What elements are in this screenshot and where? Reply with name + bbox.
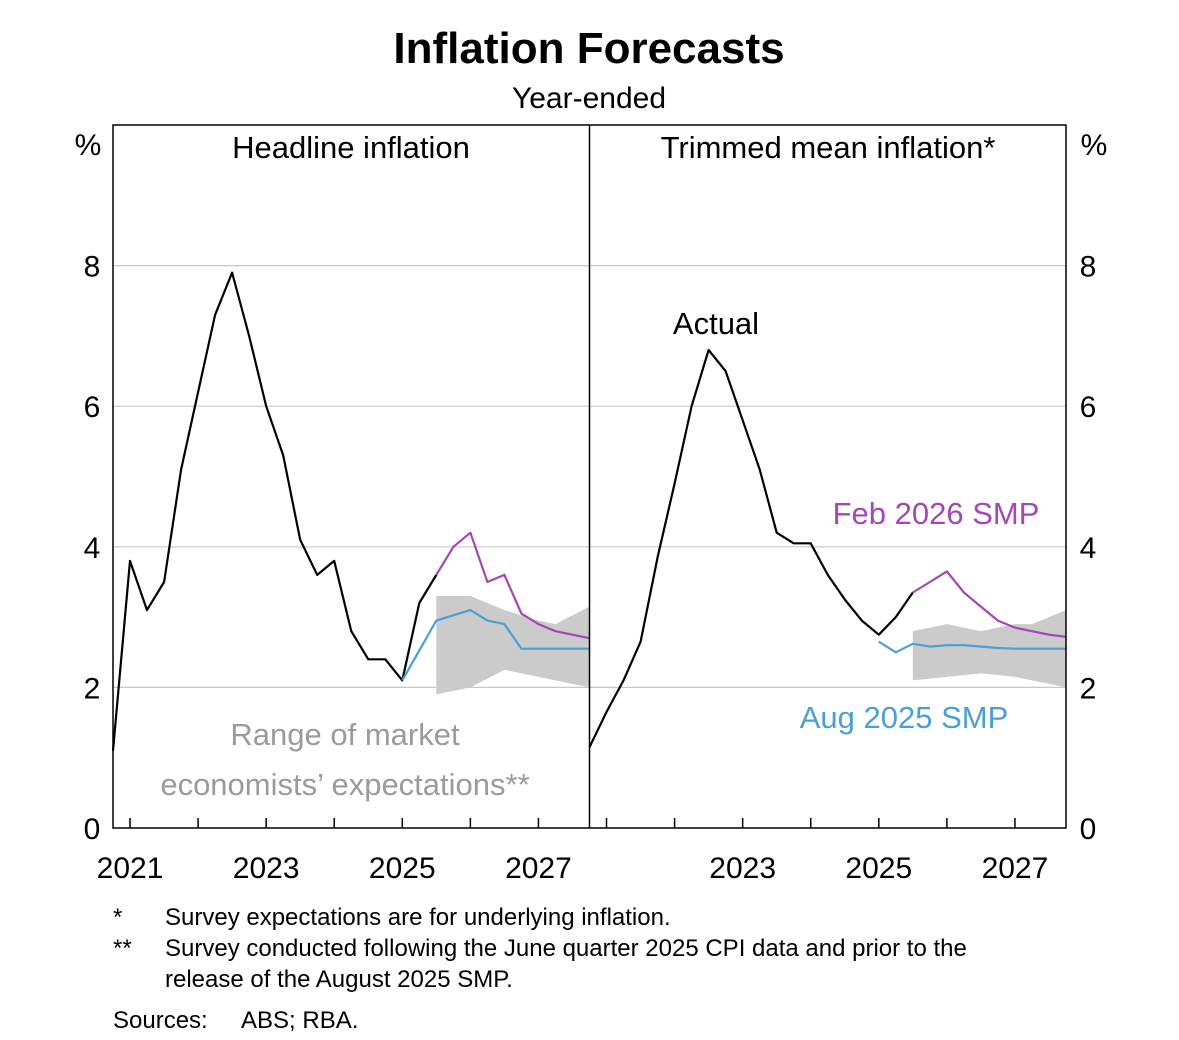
- series-line-trimmed-aug-2025-smp: [878, 640, 1066, 654]
- chart-subtitle: Year-ended: [512, 82, 666, 115]
- footnote-1: * Survey expectations are for underlying…: [113, 902, 1035, 933]
- y-tick-label-left-2: 2: [84, 672, 101, 705]
- axis-ticks: 0 0 2 2 4 4 6 6 8 8 2021 2023 2025 2027 2023 2025 2027: [84, 251, 1097, 885]
- y-tick-label-right-8: 8: [1080, 251, 1097, 284]
- feb-2026-smp-label: Feb 2026 SMP: [833, 496, 1040, 531]
- panel-title-trimmed: Trimmed mean inflation*: [661, 130, 996, 165]
- inflation-forecasts-chart: Inflation Forecasts Year-ended 0 0 2 2 4 4 6 6 8…: [75, 24, 1108, 885]
- footnote-2-mark: **: [113, 935, 132, 962]
- series-line-headline-aug-2025-smp: [401, 609, 590, 681]
- y-tick-label-right-6: 6: [1080, 391, 1097, 424]
- series-line-trimmed-feb-2026-smp: [912, 570, 1067, 638]
- footnote-1-text: Survey expectations are for underlying i…: [165, 904, 671, 931]
- y-tick-label-right-4: 4: [1080, 532, 1097, 565]
- sources: Sources: ABS; RBA.: [113, 1005, 1035, 1036]
- y-unit-right: %: [1081, 129, 1108, 162]
- range-label-line2: economists’ expectations**: [160, 767, 529, 802]
- y-tick-label-left-8: 8: [84, 251, 101, 284]
- footnote-2-text: Survey conducted following the June quar…: [165, 935, 967, 993]
- sources-label: Sources:: [113, 1007, 208, 1034]
- actual-label: Actual: [673, 306, 759, 341]
- panel-title-headline: Headline inflation: [232, 130, 470, 165]
- series-lines: [111, 271, 1067, 751]
- x-tick-label-headline-2027: 2027: [505, 852, 572, 885]
- series-line-headline-feb-2026-smp: [435, 531, 590, 640]
- sources-text: ABS; RBA.: [241, 1007, 359, 1034]
- series-line-trimmed-actual: [588, 348, 914, 748]
- range-band-headline: [436, 596, 590, 695]
- x-tick-label-headline-2023: 2023: [233, 852, 300, 885]
- y-tick-label-right-2: 2: [1080, 672, 1097, 705]
- y-tick-label-left-6: 6: [84, 391, 101, 424]
- series-line-headline-actual: [111, 271, 438, 751]
- footnote-2: ** Survey conducted following the June q…: [113, 933, 1035, 995]
- y-tick-label-right-0: 0: [1080, 813, 1097, 846]
- x-tick-label-trimmed-2023: 2023: [709, 852, 776, 885]
- x-tick-label-trimmed-2025: 2025: [845, 852, 912, 885]
- footnotes: * Survey expectations are for underlying…: [113, 902, 1035, 1036]
- y-unit-left: %: [75, 129, 102, 162]
- chart-title: Inflation Forecasts: [393, 24, 784, 73]
- range-label-line1: Range of market: [230, 717, 460, 752]
- footnote-1-mark: *: [113, 904, 123, 931]
- aug-2025-smp-label: Aug 2025 SMP: [800, 700, 1009, 735]
- y-tick-label-left-0: 0: [84, 813, 101, 846]
- x-tick-label-trimmed-2027: 2027: [982, 852, 1049, 885]
- x-tick-label-headline-2021: 2021: [97, 852, 164, 885]
- x-tick-label-headline-2025: 2025: [369, 852, 436, 885]
- y-tick-label-left-4: 4: [84, 532, 101, 565]
